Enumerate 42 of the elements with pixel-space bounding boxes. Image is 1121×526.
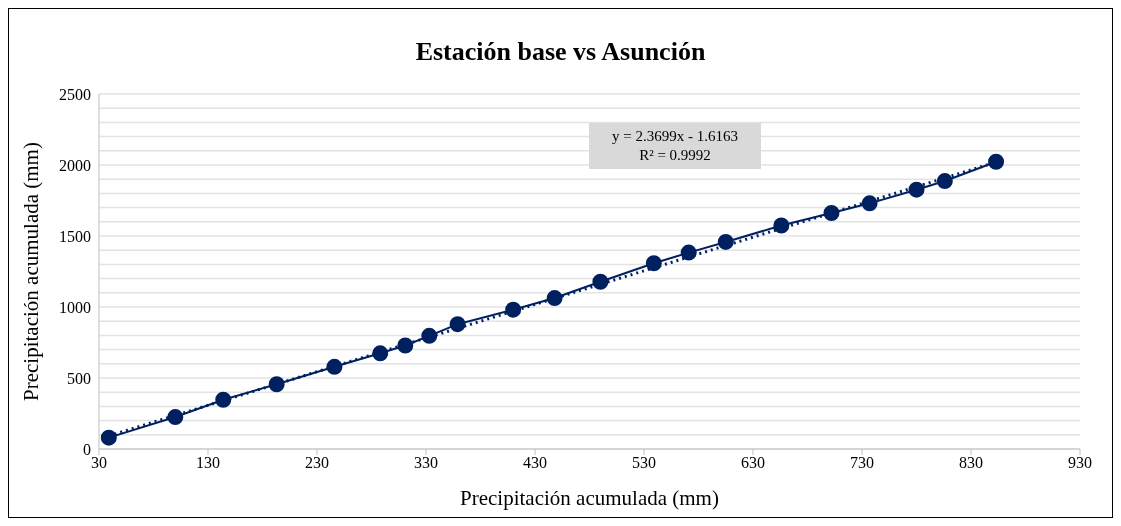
point: [680, 244, 697, 261]
y-tick-label: 2000: [59, 156, 91, 174]
point: [546, 290, 563, 307]
annotation: R² = 0.9992: [638, 146, 712, 165]
point: [449, 316, 466, 333]
x-axis-title: Precipitación acumulada (mm): [460, 486, 719, 510]
point: [988, 153, 1005, 170]
point: [372, 345, 389, 362]
point: [215, 391, 232, 408]
x-tick-label: 730: [850, 454, 874, 472]
point: [268, 376, 285, 393]
x-tick-label: 130: [196, 454, 220, 472]
y-tick-label: 2500: [59, 85, 91, 103]
point: [823, 205, 840, 221]
chart-title: Estación base vs Asunción: [414, 37, 707, 67]
x-tick-label: 330: [414, 454, 438, 472]
x-tick-label: 230: [305, 454, 329, 472]
x-tick-label: 430: [523, 454, 547, 472]
point: [397, 337, 414, 354]
y-tick-label: 0: [83, 440, 91, 458]
point: [421, 327, 438, 344]
point: [773, 217, 790, 234]
point: [167, 409, 184, 426]
annotation: y = 2.3699x - 1.6163: [611, 127, 739, 146]
point: [505, 301, 522, 318]
point: [645, 255, 662, 272]
x-tick-label: 530: [632, 454, 656, 472]
point: [592, 273, 609, 290]
point: [908, 181, 925, 198]
point: [936, 173, 953, 190]
x-tick-label: 30: [91, 454, 107, 472]
point: [100, 429, 117, 446]
x-tick-label: 930: [1068, 454, 1092, 472]
point: [861, 195, 878, 212]
x-tick-label: 630: [741, 454, 765, 472]
point: [717, 233, 734, 250]
y-tick-label: 1000: [59, 298, 91, 316]
x-tick-label: 830: [959, 454, 983, 472]
y-tick-label: 1500: [59, 227, 91, 245]
y-tick-label: 500: [67, 369, 91, 387]
point: [326, 358, 343, 375]
y-axis-title: Precipitación acumulada (mm): [19, 142, 44, 401]
